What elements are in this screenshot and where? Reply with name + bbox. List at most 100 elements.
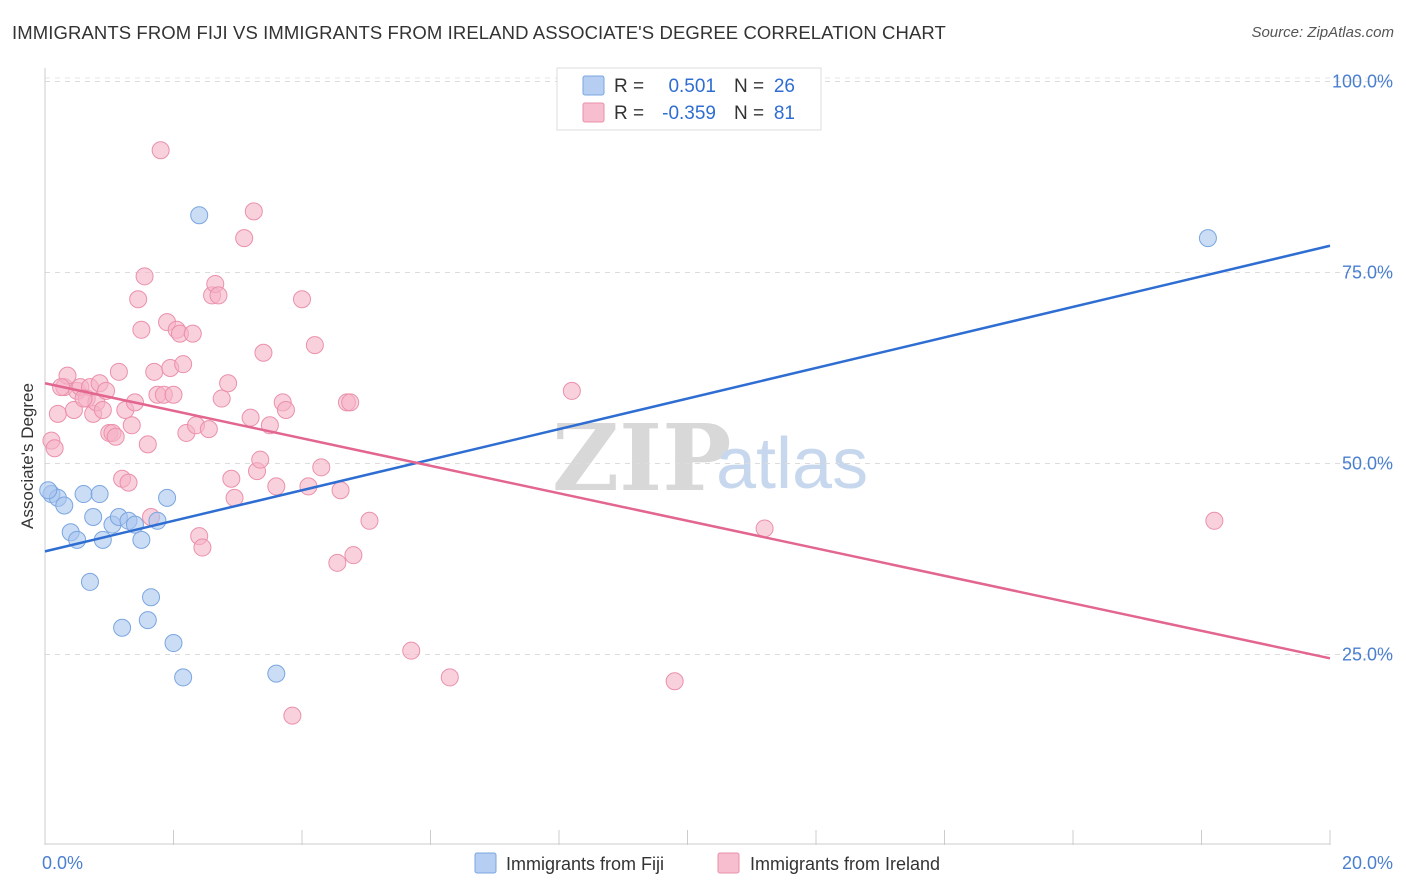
series-legend-swatch-fiji[interactable] — [474, 852, 497, 874]
fiji-point-5 — [74, 485, 93, 504]
series-legend-label-ireland[interactable]: Immigrants from Ireland — [750, 854, 940, 874]
ireland-point-65 — [312, 458, 331, 477]
source-label: Source: ZipAtlas.com — [1251, 24, 1394, 41]
legend-swatch-ireland — [582, 102, 605, 123]
fiji-point-2 — [55, 496, 74, 515]
ireland-point-30 — [151, 141, 170, 160]
ireland-point-37 — [174, 355, 193, 374]
ireland-point-5 — [64, 401, 83, 420]
ireland-point-28 — [145, 362, 164, 381]
trend-lines — [44, 244, 1331, 660]
legend-n-value-fiji: 26 — [774, 76, 795, 97]
y-tick-label-2: 75.0% — [1342, 263, 1393, 283]
fiji-point-24 — [1198, 229, 1217, 248]
y-tick-label-1: 50.0% — [1342, 454, 1393, 474]
ireland-point-47 — [212, 389, 231, 408]
legend-n-label-ireland: N = — [734, 103, 764, 124]
ireland-point-39 — [183, 324, 202, 343]
ireland-point-62 — [293, 290, 311, 309]
legend-r-label-fiji: R = — [614, 76, 644, 97]
fiji-point-6 — [80, 572, 99, 591]
ireland-point-21 — [119, 473, 138, 492]
ireland-point-17 — [106, 427, 125, 446]
x-tick-label-0: 0.0% — [42, 853, 83, 873]
series-ireland-points — [42, 141, 1224, 725]
legend-n-label-fiji: N = — [734, 76, 764, 97]
ireland-point-48 — [219, 374, 238, 393]
ireland-point-34 — [164, 385, 183, 404]
x-tick-label-1: 20.0% — [1342, 853, 1393, 873]
grid-lines — [45, 77, 1392, 655]
fiji-point-17 — [142, 588, 161, 607]
ireland-point-46 — [209, 286, 228, 305]
fiji-point-8 — [90, 485, 109, 504]
data-points — [39, 141, 1224, 725]
ireland-point-49 — [222, 469, 241, 488]
ireland-point-72 — [402, 641, 421, 660]
ireland-point-64 — [305, 336, 324, 355]
series-legend-label-fiji[interactable]: Immigrants from Fiji — [506, 854, 664, 874]
trend-line-ireland — [44, 382, 1331, 660]
ireland-point-51 — [235, 229, 254, 248]
watermark: ZIP atlas — [552, 404, 868, 512]
trend-line-fiji — [44, 244, 1331, 553]
ireland-point-24 — [132, 320, 151, 339]
ireland-point-61 — [283, 706, 302, 725]
ireland-point-58 — [267, 477, 286, 496]
series-fiji-points — [39, 206, 1217, 687]
ireland-point-69 — [341, 393, 360, 412]
fiji-point-25 — [39, 481, 58, 500]
legend-swatch-fiji — [582, 75, 605, 96]
ireland-point-23 — [129, 290, 148, 309]
fiji-point-16 — [138, 611, 157, 630]
axes — [44, 68, 1331, 845]
ireland-point-80 — [122, 416, 141, 435]
y-tick-label-3: 100.0% — [1332, 72, 1393, 92]
ireland-point-18 — [109, 362, 128, 381]
ireland-point-60 — [276, 401, 295, 420]
fiji-point-23 — [267, 664, 286, 683]
fiji-point-22 — [190, 206, 209, 225]
y-tick-label-0: 25.0% — [1342, 645, 1393, 665]
y-tick-labels: 25.0% 50.0% 75.0% 100.0% — [1332, 72, 1393, 665]
ireland-point-13 — [93, 401, 112, 420]
ireland-point-77 — [1205, 511, 1224, 530]
ireland-point-75 — [665, 672, 684, 691]
fiji-point-20 — [164, 634, 183, 653]
series-legend: Immigrants from Fiji Immigrants from Ire… — [474, 852, 940, 874]
fiji-point-12 — [113, 618, 132, 637]
ireland-point-2 — [48, 404, 67, 423]
ireland-point-79 — [74, 389, 93, 408]
ireland-point-73 — [440, 668, 459, 687]
ireland-point-70 — [344, 546, 363, 565]
fiji-point-21 — [174, 668, 193, 687]
ireland-point-56 — [254, 343, 273, 362]
fiji-point-7 — [84, 507, 103, 526]
ireland-point-25 — [135, 267, 154, 286]
y-axis-title: Associate's Degree — [18, 383, 37, 529]
watermark-atlas: atlas — [716, 424, 868, 504]
ireland-point-52 — [241, 408, 260, 427]
ireland-point-76 — [755, 519, 774, 538]
x-tick-labels: 0.0% 20.0% — [42, 853, 1393, 873]
ireland-point-53 — [244, 202, 263, 221]
correlation-legend: R = 0.501 N = 26 R = -0.359 N = 81 — [556, 67, 822, 131]
legend-r-label-ireland: R = — [614, 103, 644, 124]
ireland-point-67 — [331, 481, 350, 500]
series-legend-swatch-ireland[interactable] — [717, 852, 740, 874]
ireland-point-71 — [360, 511, 379, 530]
ireland-point-1 — [45, 439, 64, 458]
legend-n-value-ireland: 81 — [774, 103, 795, 124]
ireland-point-42 — [193, 538, 212, 557]
legend-r-value-fiji: 0.501 — [668, 76, 716, 97]
legend-r-value-ireland: -0.359 — [662, 103, 716, 124]
ireland-point-43 — [199, 420, 218, 439]
watermark-zip: ZIP — [552, 404, 731, 512]
ireland-point-74 — [562, 381, 581, 400]
fiji-point-19 — [158, 488, 177, 507]
ireland-point-26 — [138, 435, 157, 454]
ireland-point-66 — [328, 553, 347, 572]
fiji-point-15 — [132, 530, 151, 549]
chart-title: IMMIGRANTS FROM FIJI VS IMMIGRANTS FROM … — [12, 22, 946, 43]
